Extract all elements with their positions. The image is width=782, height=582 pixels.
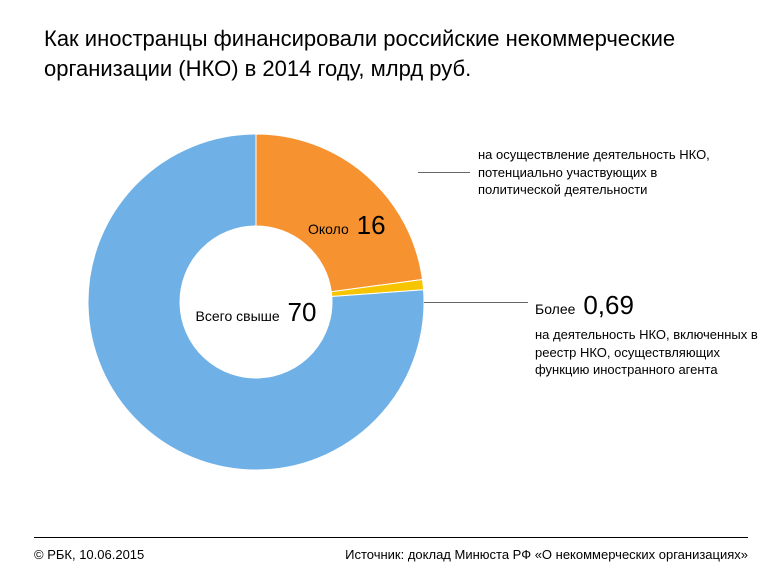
donut-chart — [88, 134, 424, 470]
slice-desc-political: на осуществление деятельность НКО, потен… — [478, 146, 738, 199]
slice-prefix-political: Около — [308, 221, 349, 237]
slice-value-political: 16 — [357, 210, 386, 240]
slice-value-foreign-agent: 0,69 — [583, 290, 634, 320]
chart-title: Как иностранцы финансировали российские … — [44, 24, 684, 83]
slice-prefix-foreign-agent: Более — [535, 301, 575, 317]
leader-line-political — [418, 172, 470, 173]
slice-label-political: Около 16 — [308, 210, 386, 241]
footer-divider — [34, 537, 748, 538]
footer-source-left: © РБК, 10.06.2015 — [34, 547, 144, 562]
slice-desc-foreign-agent: на деятельность НКО, включенных в реестр… — [535, 326, 765, 379]
slice-label-foreign-agent: Более 0,69 — [535, 290, 634, 321]
footer-source-right: Источник: доклад Минюста РФ «О некоммерч… — [345, 547, 748, 562]
leader-line-foreign-agent — [424, 302, 528, 303]
